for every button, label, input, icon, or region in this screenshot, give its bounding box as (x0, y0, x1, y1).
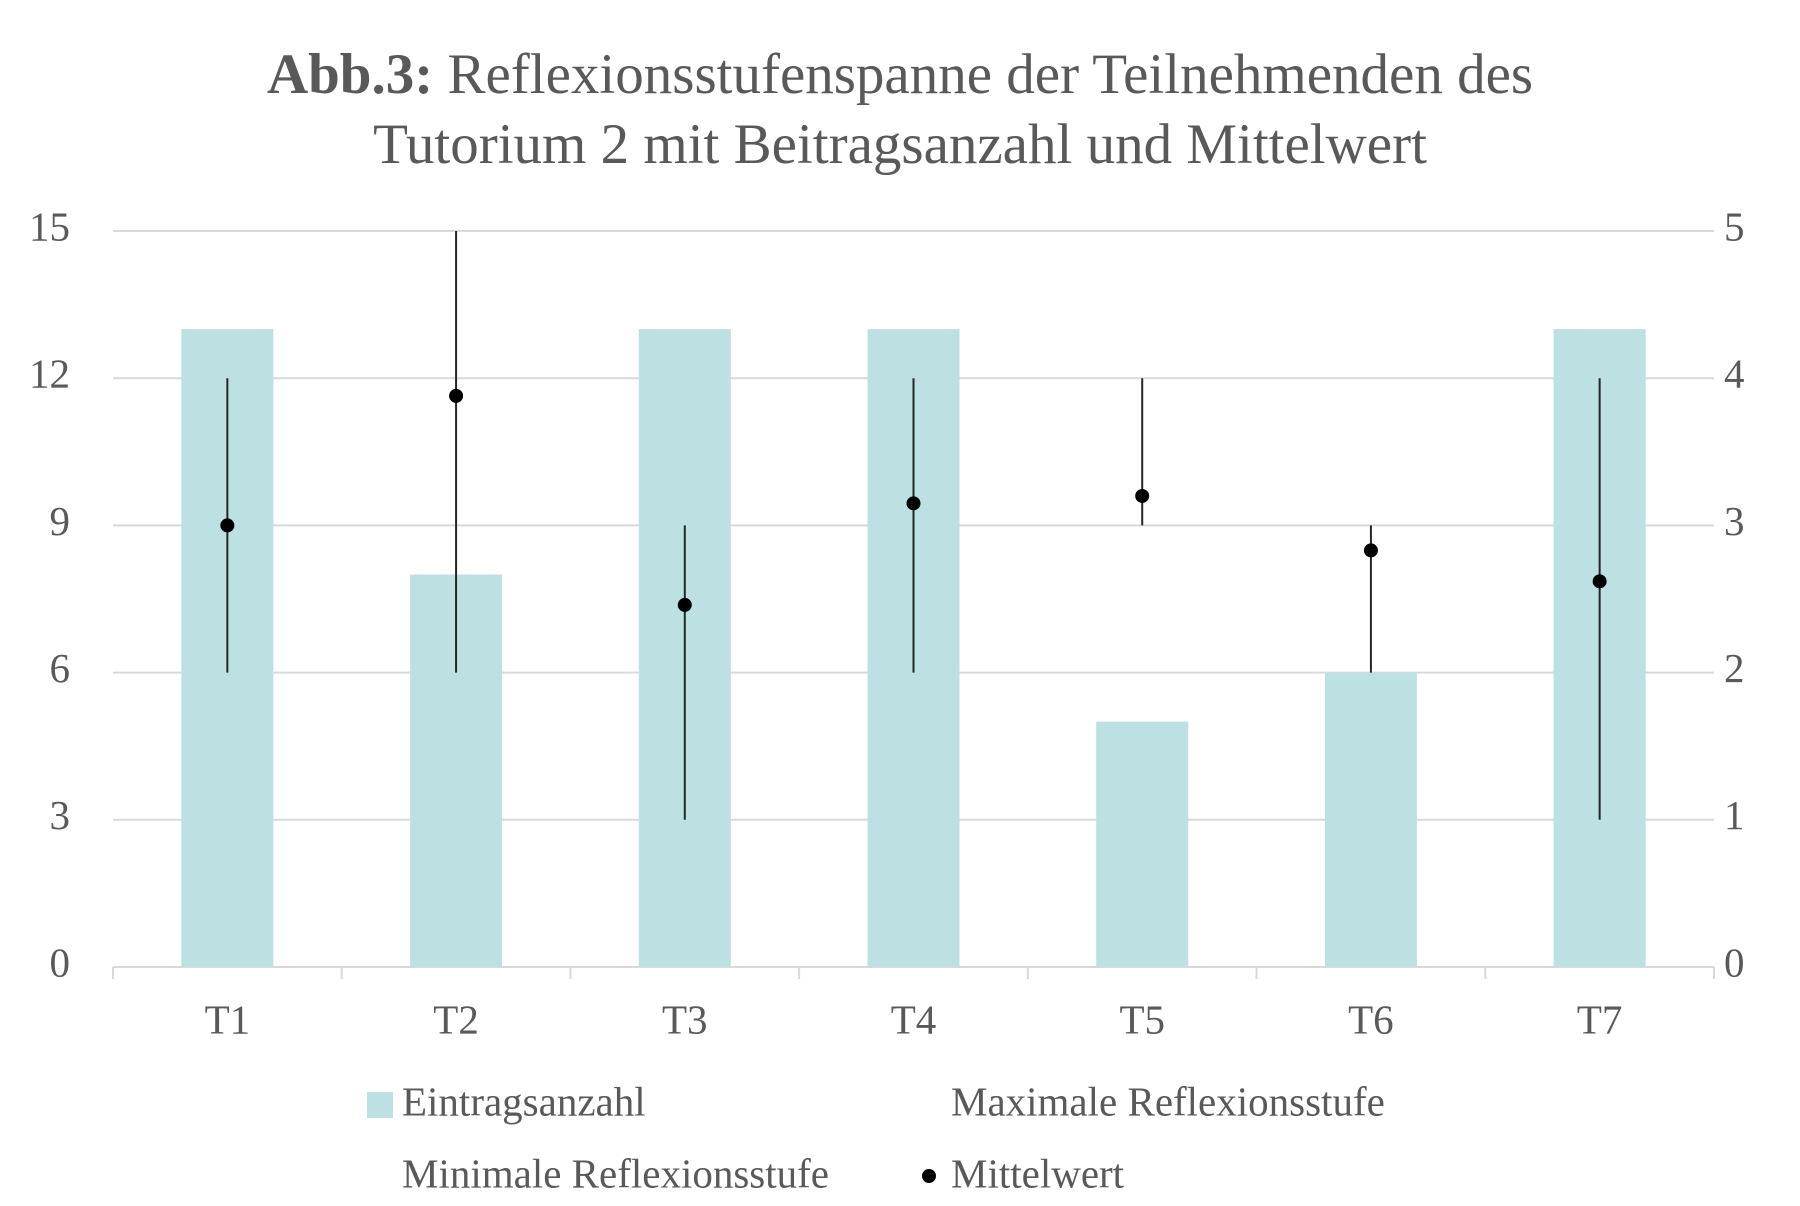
legend-swatch (367, 1092, 393, 1118)
x-tick-label: T7 (1577, 996, 1623, 1042)
legend-label: Eintragsanzahl (402, 1078, 646, 1124)
y-tick-label: 12 (29, 351, 70, 397)
mean-dot (449, 388, 464, 403)
y-tick-label: 6 (50, 645, 71, 691)
legend-label: Minimale Reflexionsstufe (402, 1150, 829, 1196)
y-tick-label: 9 (50, 498, 71, 544)
x-tick-label: T3 (662, 996, 708, 1042)
title-line: Tutorium 2 mit Beitragsanzahl und Mittel… (373, 113, 1427, 176)
mean-dot (906, 496, 921, 511)
y-tick-label: 15 (29, 203, 70, 249)
x-tick-label: T6 (1348, 996, 1394, 1042)
x-tick-label: T4 (891, 996, 937, 1042)
x-tick-label: T2 (433, 996, 479, 1042)
y-tick-label: 3 (50, 792, 71, 838)
y2-tick-label: 2 (1724, 645, 1745, 691)
y2-tick-label: 3 (1724, 498, 1745, 544)
bar (1096, 721, 1189, 967)
x-tick-label: T5 (1119, 996, 1165, 1042)
mean-dot (1592, 574, 1607, 589)
mean-dot (220, 518, 235, 533)
y2-tick-label: 5 (1724, 203, 1745, 249)
chart-title: Abb.3: Reflexionsstufenspanne der Teilne… (267, 43, 1533, 106)
y2-tick-label: 0 (1724, 939, 1745, 985)
y2-tick-label: 4 (1724, 351, 1745, 397)
x-tick-label: T1 (205, 996, 251, 1042)
legend-label: Maximale Reflexionsstufe (951, 1078, 1385, 1124)
mean-dot (1135, 488, 1150, 503)
y-tick-label: 0 (50, 939, 71, 985)
title-line: Reflexionsstufenspanne der Teilnehmenden… (447, 43, 1533, 106)
y2-tick-label: 1 (1724, 792, 1745, 838)
mean-dot (677, 597, 692, 612)
legend-label: Mittelwert (951, 1150, 1125, 1196)
mean-dot (1363, 543, 1378, 558)
bar (1324, 672, 1417, 967)
legend-dot (922, 1169, 936, 1183)
title-label: Abb.3: (267, 43, 433, 106)
